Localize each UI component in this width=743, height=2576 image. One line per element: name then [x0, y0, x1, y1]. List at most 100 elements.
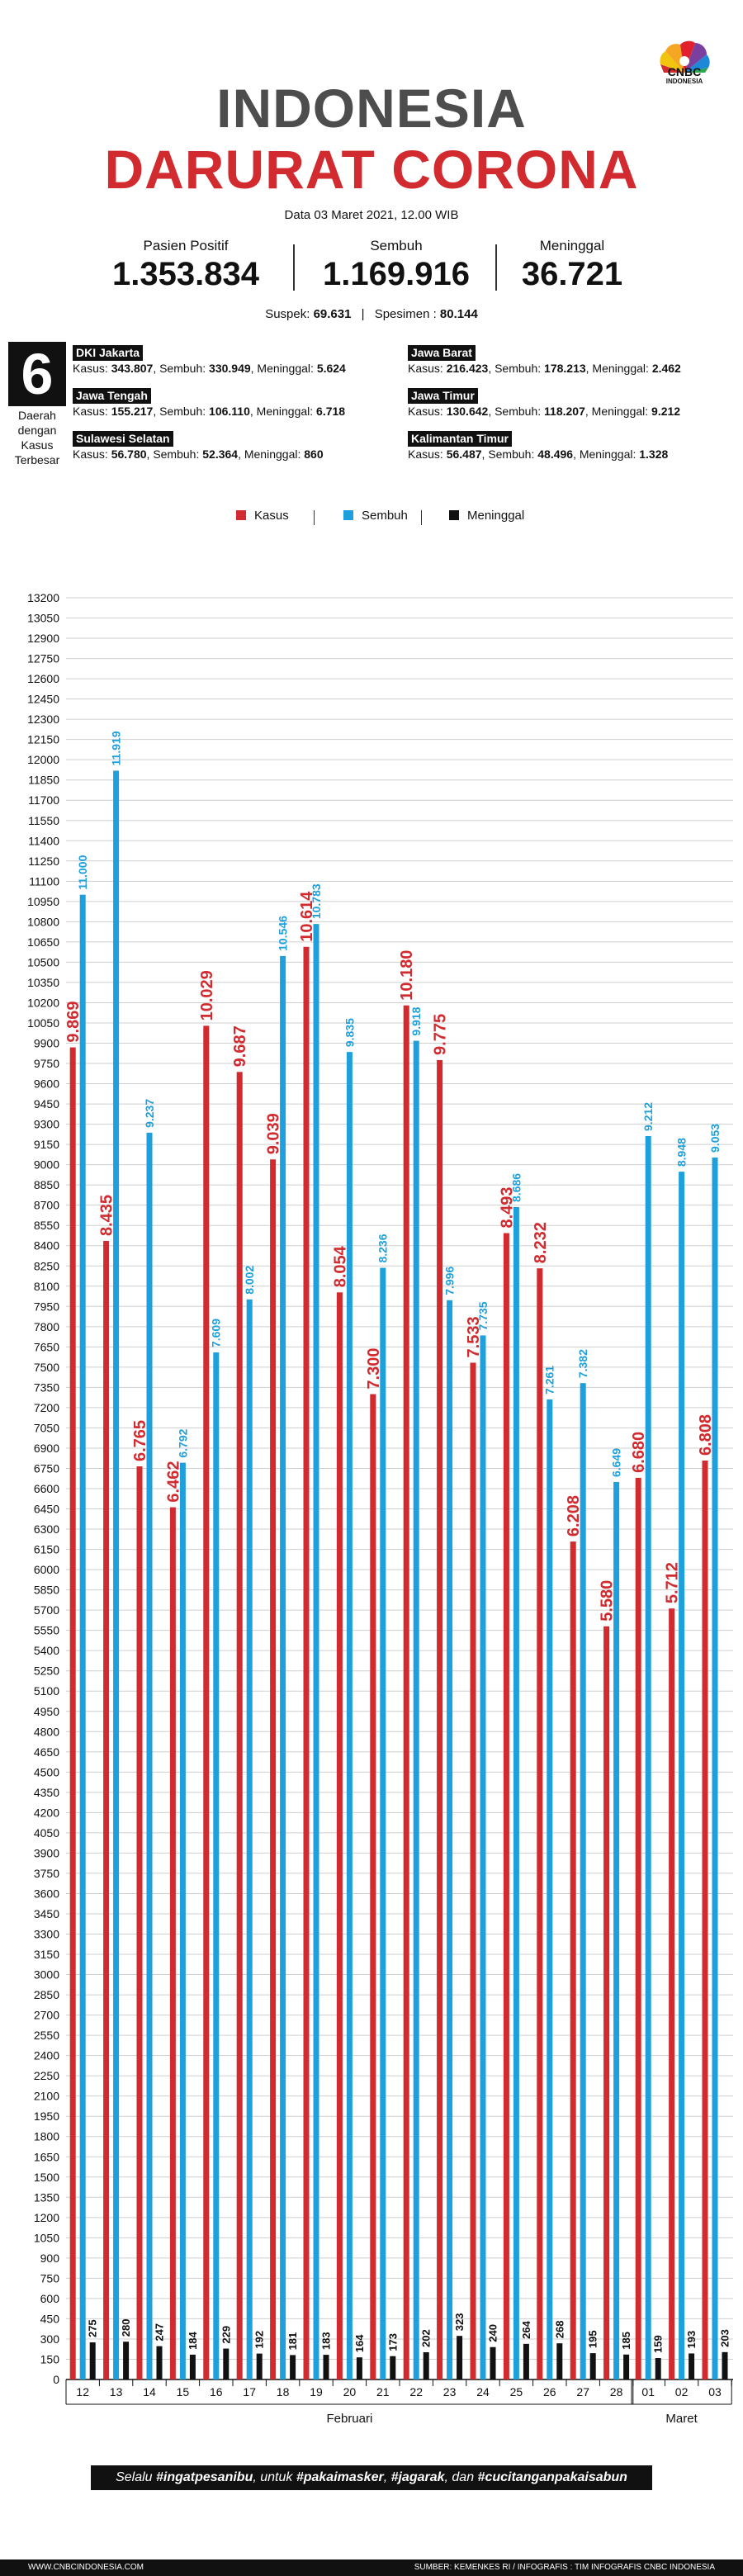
y-tick-label: 3750 — [34, 1867, 59, 1880]
bar-kasus — [437, 1059, 443, 2379]
x-tick-label: 15 — [177, 2385, 190, 2398]
y-tick-label: 5850 — [34, 1584, 59, 1597]
bar-meninggal — [189, 2354, 196, 2379]
y-tick-label: 11400 — [28, 834, 59, 847]
x-tick-label: 14 — [143, 2385, 156, 2398]
x-tick-label: 28 — [610, 2385, 623, 2398]
note-prefix: Selalu — [116, 2470, 156, 2484]
y-tick-label: 6900 — [34, 1442, 59, 1455]
y-tick-label: 6150 — [34, 1543, 59, 1556]
y-tick-label: 3150 — [34, 1948, 59, 1961]
y-tick-label: 10050 — [27, 1016, 59, 1030]
data-label-sembuh: 9.918 — [409, 1006, 423, 1035]
data-label-meninggal: 183 — [320, 2332, 333, 2350]
bar-sembuh — [513, 1206, 519, 2379]
y-tick-label: 10950 — [27, 895, 59, 908]
bar-sembuh — [547, 1399, 553, 2379]
y-tick-label: 0 — [53, 2373, 59, 2386]
data-label-kasus: 6.765 — [131, 1420, 149, 1461]
y-tick-label: 6300 — [34, 1522, 59, 1536]
stat-meninggal: Meninggal 36.721 — [477, 238, 667, 294]
y-tick-label: 2850 — [34, 1988, 59, 2001]
x-tick-label: 12 — [76, 2385, 89, 2398]
legend-item-sembuh: Sembuh — [343, 509, 408, 523]
bar-sembuh — [146, 1132, 153, 2379]
note-tag: #jagarak — [390, 2470, 445, 2484]
bar-meninggal — [89, 2342, 96, 2379]
y-tick-label: 2550 — [34, 2029, 59, 2042]
legend-label-sembuh: Sembuh — [362, 509, 408, 523]
y-tick-label: 1650 — [34, 2150, 59, 2163]
y-tick-label: 10350 — [27, 976, 59, 989]
x-tick-label: 23 — [443, 2385, 457, 2398]
bar-meninggal — [523, 2343, 529, 2379]
region-item: Jawa Timur Kasus: 130.642, Sembuh: 118.20… — [408, 388, 680, 419]
bar-kasus — [702, 1460, 708, 2379]
y-tick-label: 3300 — [34, 1928, 59, 1941]
separator: | — [361, 307, 365, 321]
x-tick-label: 02 — [675, 2385, 689, 2398]
bar-meninggal — [423, 2351, 429, 2379]
bar-meninggal — [156, 2346, 163, 2379]
stat-meninggal-value: 36.721 — [521, 256, 623, 292]
x-tick-label: 27 — [576, 2385, 589, 2398]
y-tick-label: 4050 — [34, 1826, 59, 1840]
x-tick-label: 17 — [243, 2385, 256, 2398]
legend-swatch-sembuh — [343, 510, 353, 520]
hashtag-note: Selalu #ingatpesanibu, untuk #pakaimaske… — [91, 2465, 652, 2490]
bar-kasus — [537, 1268, 543, 2379]
data-label-kasus: 10.029 — [198, 970, 216, 1020]
y-tick-label: 2400 — [34, 2049, 59, 2062]
data-label-sembuh: 10.783 — [310, 883, 323, 919]
y-tick-label: 12150 — [27, 733, 59, 746]
y-tick-label: 300 — [40, 2332, 60, 2346]
data-label-meninggal: 268 — [553, 2320, 566, 2338]
data-label-kasus: 6.680 — [630, 1432, 648, 1473]
bar-kasus — [103, 1241, 110, 2379]
bar-kasus — [403, 1005, 409, 2379]
y-tick-label: 5250 — [34, 1664, 59, 1678]
y-tick-label: 9000 — [34, 1158, 59, 1172]
y-tick-label: 6750 — [34, 1461, 59, 1475]
y-tick-label: 12750 — [27, 652, 59, 665]
y-tick-label: 6600 — [34, 1482, 59, 1495]
data-label-sembuh: 11.000 — [76, 855, 89, 889]
bar-meninggal — [556, 2343, 563, 2379]
legend-label-kasus: Kasus — [254, 509, 289, 523]
region-count-label: Daerah dengan Kasus Terbesar — [8, 408, 66, 467]
group-label-maret: Maret — [665, 2412, 698, 2426]
data-label-sembuh: 11.919 — [110, 731, 123, 765]
y-tick-label: 12000 — [27, 753, 59, 766]
y-tick-label: 8100 — [34, 1280, 59, 1293]
bar-sembuh — [79, 894, 86, 2379]
y-tick-label: 2100 — [34, 2090, 59, 2103]
data-label-kasus: 9.775 — [432, 1014, 450, 1055]
legend-label-meninggal: Meninggal — [467, 509, 525, 523]
y-tick-label: 8700 — [34, 1199, 59, 1212]
title-line-1: INDONESIA — [216, 78, 527, 139]
bar-kasus — [236, 1072, 243, 2379]
data-label-kasus: 9.039 — [265, 1113, 283, 1154]
stat-positif: Pasien Positif 1.353.834 — [91, 238, 281, 294]
bar-sembuh — [679, 1172, 685, 2379]
bar-meninggal — [390, 2356, 396, 2379]
bar-kasus — [503, 1233, 509, 2379]
website-link[interactable]: WWW.CNBCINDONESIA.COM — [28, 2563, 144, 2572]
spesimen-value: 80.144 — [439, 307, 478, 321]
legend-separator — [314, 510, 315, 525]
y-tick-label: 9900 — [34, 1037, 59, 1050]
bar-kasus — [635, 1477, 641, 2379]
y-tick-label: 7200 — [34, 1401, 59, 1414]
bar-sembuh — [645, 1135, 651, 2379]
bar-kasus — [203, 1025, 210, 2379]
note-mid: , untuk — [253, 2470, 296, 2484]
bar-meninggal — [589, 2353, 596, 2379]
bar-meninggal — [623, 2354, 630, 2379]
data-label-kasus: 9.687 — [231, 1025, 249, 1067]
y-tick-label: 11700 — [28, 793, 59, 807]
y-tick-label: 450 — [40, 2312, 60, 2325]
y-tick-label: 5700 — [34, 1603, 59, 1617]
y-tick-label: 6450 — [34, 1503, 59, 1516]
region-count-label-line: dengan — [17, 424, 57, 437]
bar-meninggal — [457, 2336, 463, 2379]
